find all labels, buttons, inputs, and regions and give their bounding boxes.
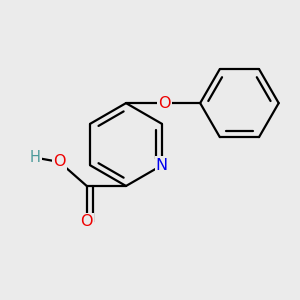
- Text: O: O: [53, 154, 66, 169]
- Text: N: N: [156, 158, 168, 173]
- Text: O: O: [80, 214, 93, 230]
- Text: H: H: [30, 150, 41, 165]
- Text: O: O: [158, 96, 170, 111]
